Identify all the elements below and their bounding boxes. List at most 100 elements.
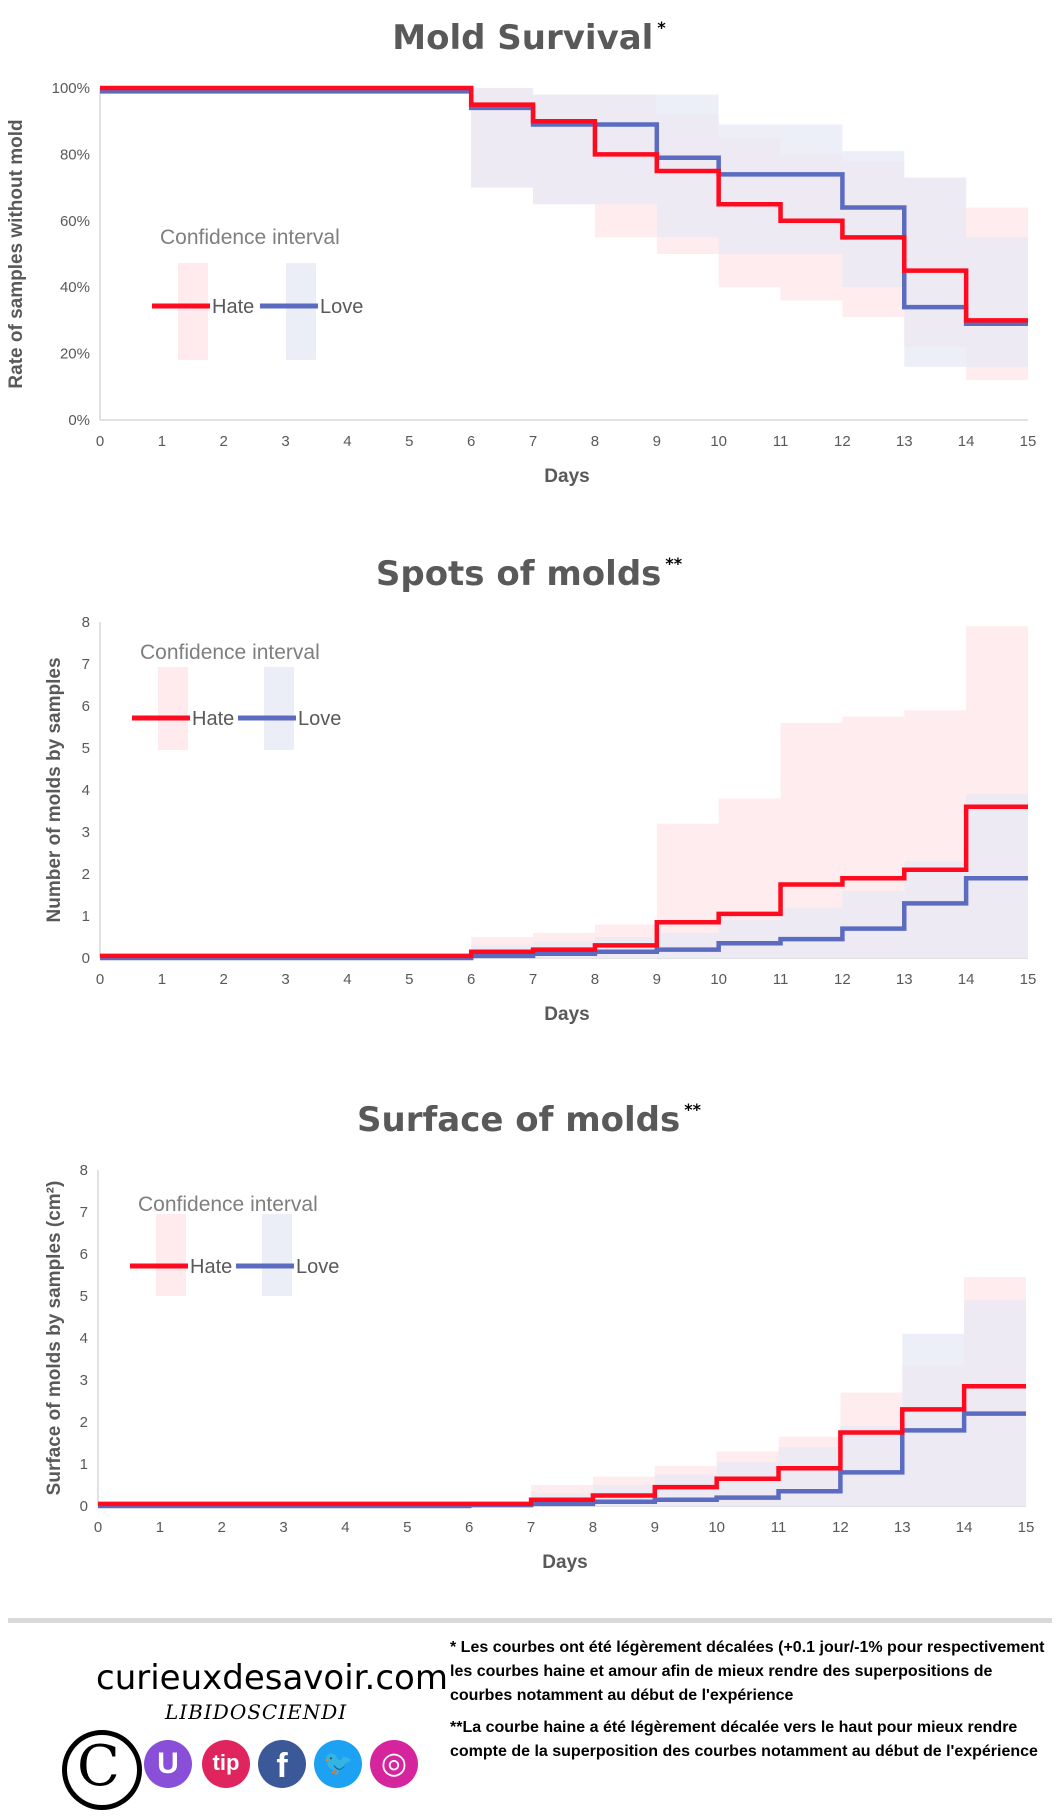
series-line-hate — [100, 85, 1028, 323]
y-tick-label: 0% — [68, 412, 90, 429]
chart-title-survival: Mold Survival * — [0, 18, 1058, 58]
x-axis-title: Days — [544, 466, 589, 487]
legend-label-hate: Hate — [192, 708, 234, 730]
y-tick-label: 2 — [82, 866, 90, 883]
instagram-label: ◎ — [380, 1747, 408, 1780]
x-tick-label: 7 — [529, 971, 537, 988]
x-tick-label: 0 — [96, 971, 104, 988]
chart-title-surface: Surface of molds ** — [0, 1100, 1058, 1140]
y-tick-label: 7 — [82, 656, 90, 673]
y-tick-label: 8 — [82, 614, 90, 631]
facebook-label: f — [276, 1747, 288, 1785]
y-tick-label: 3 — [80, 1372, 88, 1389]
x-tick-label: 14 — [958, 971, 975, 988]
x-tick-label: 3 — [281, 971, 289, 988]
ci-band-love — [656, 932, 719, 958]
x-tick-label: 7 — [529, 433, 537, 450]
y-tick-label: 1 — [80, 1456, 88, 1473]
ci-band-love — [902, 1333, 965, 1506]
x-tick-label: 6 — [465, 1519, 473, 1536]
y-tick-label: 4 — [82, 782, 90, 799]
x-tick-label: 13 — [896, 433, 913, 450]
tipeee-icon[interactable]: tip — [202, 1740, 250, 1788]
title-footnote-mark: ** — [665, 554, 683, 573]
ci-band-love — [966, 237, 1028, 367]
ci-band-love — [533, 94, 595, 205]
x-tick-label: 9 — [651, 1519, 659, 1536]
title-text: Mold Survival — [392, 18, 654, 58]
x-tick-label: 12 — [834, 971, 851, 988]
x-tick-label: 1 — [156, 1519, 164, 1536]
legend-ci-swatch-love — [264, 667, 294, 750]
x-tick-label: 11 — [773, 971, 789, 988]
x-tick-label: 4 — [343, 433, 351, 450]
legend-ci-swatch-hate — [158, 667, 188, 750]
twitter-icon[interactable]: 🐦 — [314, 1740, 362, 1788]
x-tick-label: 10 — [710, 433, 727, 450]
ci-band-love — [780, 124, 843, 254]
utip-u-icon[interactable]: U — [144, 1740, 192, 1788]
y-axis-title: Surface of molds by samples (cm²) — [44, 1181, 65, 1496]
ci-band-love — [964, 1300, 1026, 1506]
footnote-2: **La courbe haine a été légèrement décal… — [450, 1719, 1038, 1760]
y-tick-label: 5 — [82, 740, 90, 757]
x-tick-label: 14 — [958, 433, 975, 450]
title-text: Surface of molds — [357, 1100, 681, 1140]
ci-band-love — [780, 907, 843, 958]
y-tick-label: 3 — [82, 824, 90, 841]
legend-label-love: Love — [296, 1256, 339, 1278]
legend-ci-swatch-hate — [178, 263, 208, 360]
y-tick-label: 60% — [60, 213, 90, 230]
twitter-label: 🐦 — [323, 1750, 353, 1777]
ci-band-love — [718, 920, 781, 958]
y-tick-label: 4 — [80, 1330, 88, 1347]
tipeee-label: tip — [212, 1750, 240, 1775]
x-tick-label: 5 — [405, 971, 413, 988]
y-axis-title: Number of molds by samples — [44, 657, 65, 922]
x-tick-label: 15 — [1018, 1519, 1035, 1536]
y-tick-label: 5 — [80, 1288, 88, 1305]
y-tick-label: 0 — [80, 1498, 88, 1515]
y-tick-label: 2 — [80, 1414, 88, 1431]
facebook-icon[interactable]: f — [258, 1740, 306, 1788]
x-tick-label: 11 — [773, 433, 789, 450]
y-tick-label: 20% — [60, 346, 90, 363]
legend-label-hate: Hate — [212, 296, 254, 318]
x-tick-label: 11 — [771, 1519, 787, 1536]
ci-band-love — [840, 1426, 903, 1506]
x-tick-label: 10 — [708, 1519, 725, 1536]
x-tick-label: 0 — [94, 1519, 102, 1536]
ci-band-love — [656, 94, 719, 238]
x-tick-label: 13 — [894, 1519, 911, 1536]
site-name[interactable]: curieuxdesavoir.com — [96, 1658, 448, 1698]
x-tick-label: 4 — [343, 971, 351, 988]
ci-band-love — [718, 124, 781, 254]
legend-label-hate: Hate — [190, 1256, 232, 1278]
x-tick-label: 9 — [653, 433, 661, 450]
y-tick-label: 7 — [80, 1204, 88, 1221]
instagram-icon[interactable]: ◎ — [370, 1740, 418, 1788]
x-tick-label: 8 — [589, 1519, 597, 1536]
ci-band-love — [778, 1447, 841, 1506]
x-tick-label: 7 — [527, 1519, 535, 1536]
y-axis-title: Rate of samples without mold — [6, 119, 27, 388]
x-tick-label: 14 — [956, 1519, 973, 1536]
legend-label-love: Love — [298, 708, 341, 730]
x-tick-label: 15 — [1020, 433, 1037, 450]
y-tick-label: 80% — [60, 146, 90, 163]
logo-letter: C — [77, 1734, 120, 1799]
y-tick-label: 100% — [52, 80, 90, 97]
x-tick-label: 3 — [281, 433, 289, 450]
x-tick-label: 12 — [832, 1519, 849, 1536]
y-tick-label: 40% — [60, 279, 90, 296]
legend-title: Confidence interval — [140, 641, 320, 664]
tagline: LIBIDOSCIENDI — [165, 1700, 348, 1724]
utip-u-label: U — [157, 1747, 179, 1780]
y-tick-label: 6 — [82, 698, 90, 715]
survival-chart: 0%20%40%60%80%100%0 1 2 3 4 5 6 7 8 9 10 11 12 13 14 15… — [6, 80, 1037, 487]
y-tick-label: 1 — [82, 908, 90, 925]
x-tick-label: 5 — [403, 1519, 411, 1536]
series-line-hate — [98, 1384, 1026, 1507]
